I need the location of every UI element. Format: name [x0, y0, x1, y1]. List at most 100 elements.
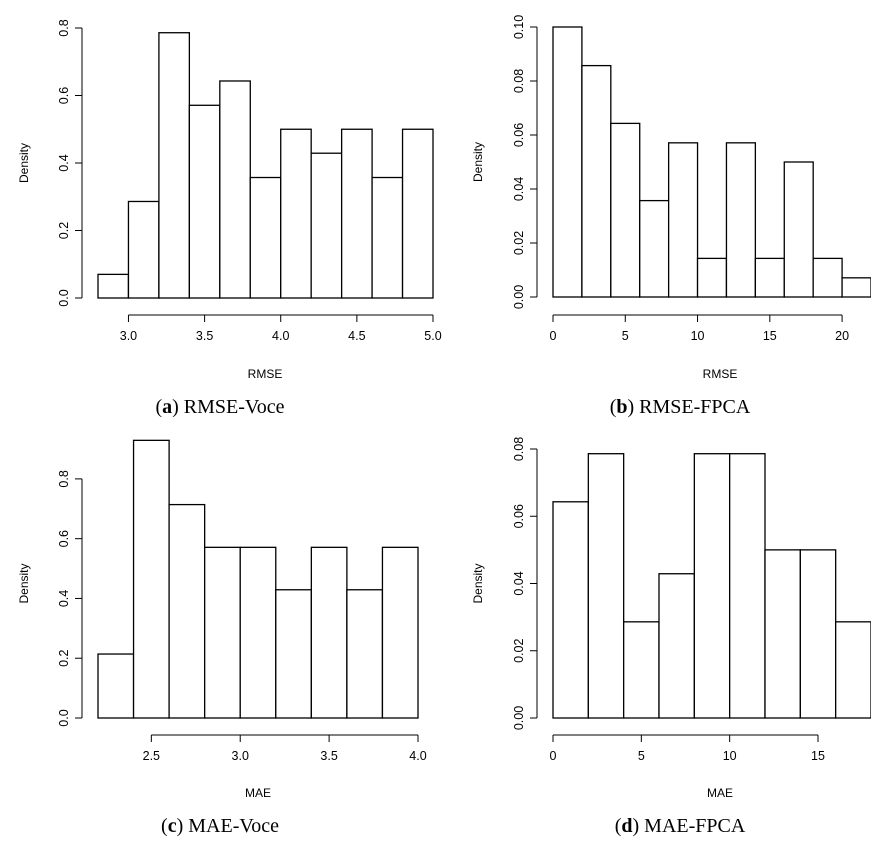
- histogram-bar: [127, 200, 160, 299]
- x-tick-label: 0: [550, 749, 557, 763]
- y-tick-label: 0.02: [512, 639, 526, 663]
- caption-close-paren: ): [627, 396, 639, 418]
- histogram-bar: [799, 549, 837, 719]
- histogram-bar: [667, 142, 699, 298]
- x-axis-title: MAE: [245, 786, 271, 800]
- x-tick-label: 5: [638, 749, 645, 763]
- y-axis-title: Density: [471, 563, 485, 603]
- histogram-bar: [764, 549, 801, 719]
- x-tick-label: 10: [691, 329, 705, 343]
- caption-text: MAE-FPCA: [644, 815, 746, 837]
- histogram-bar: [346, 589, 384, 719]
- y-tick-label: 0.08: [512, 437, 526, 461]
- histogram-bar: [280, 128, 312, 299]
- caption-text: RMSE-Voce: [184, 396, 285, 418]
- histogram-bar: [754, 257, 785, 298]
- caption-text: MAE-Voce: [188, 815, 279, 837]
- y-tick-label: 0.6: [57, 530, 71, 547]
- histogram-bar: [696, 257, 728, 298]
- y-tick-label: 0.6: [57, 87, 71, 104]
- histogram-bar: [581, 64, 612, 298]
- histogram-bar: [97, 653, 135, 719]
- x-tick-label: 3.5: [196, 329, 213, 343]
- subfigure-caption: (c) MAE-Voce: [161, 815, 279, 837]
- y-tick-label: 0.2: [57, 649, 71, 666]
- caption-letter: a: [162, 396, 172, 418]
- histogram-bar: [693, 453, 731, 719]
- histogram-bar: [552, 26, 583, 298]
- histogram-bar: [310, 152, 343, 299]
- y-tick-label: 0.00: [512, 285, 526, 309]
- x-tick-label: 4.5: [348, 329, 365, 343]
- caption-close-paren: ): [172, 396, 184, 418]
- y-axis-title: Density: [17, 143, 31, 183]
- histogram-bar: [610, 122, 641, 298]
- histogram-bar: [401, 128, 434, 299]
- x-tick-label: 0: [550, 329, 557, 343]
- subfigure-caption: (a) RMSE-Voce: [155, 396, 284, 418]
- histogram-bar: [219, 80, 251, 299]
- y-tick-label: 0.08: [512, 69, 526, 93]
- chart-panel-c: 0.0 0.2 0.4 0.6 0.8 2.5 3.0 3.5 4.0 MAE Density (c)…: [17, 439, 427, 837]
- y-tick-label: 0.4: [57, 154, 71, 171]
- y-tick-label: 0.06: [512, 504, 526, 528]
- histogram-bar: [340, 128, 373, 299]
- histogram-bar: [249, 176, 282, 299]
- y-tick-label: 0.04: [512, 177, 526, 201]
- y-axis-title: Density: [17, 563, 31, 603]
- x-tick-label: 15: [811, 749, 825, 763]
- histogram-bar: [812, 257, 843, 298]
- histogram-bar: [188, 104, 221, 299]
- histogram-bar: [587, 453, 625, 719]
- histogram-bar: [275, 589, 312, 719]
- y-tick-label: 0.06: [512, 123, 526, 147]
- x-axis-title: RMSE: [703, 367, 738, 381]
- x-tick-label: 4.0: [272, 329, 289, 343]
- histogram-bar: [168, 503, 206, 719]
- histogram-bar: [639, 199, 670, 298]
- y-tick-label: 0.2: [57, 222, 71, 239]
- histogram-bar: [841, 277, 871, 298]
- caption-close-paren: ): [177, 815, 189, 837]
- histogram-bar: [97, 273, 130, 299]
- x-tick-label: 3.0: [232, 749, 249, 763]
- caption-letter: b: [616, 396, 627, 418]
- y-axis-title: Density: [471, 142, 485, 182]
- y-tick-label: 0.10: [512, 15, 526, 39]
- caption-open-paren: (: [161, 815, 168, 837]
- y-tick-label: 0.8: [57, 470, 71, 487]
- caption-text: RMSE-FPCA: [639, 396, 751, 418]
- x-tick-label: 2.5: [143, 749, 160, 763]
- x-axis-title: RMSE: [248, 367, 283, 381]
- histogram-bar: [725, 142, 757, 298]
- x-tick-label: 10: [723, 749, 737, 763]
- x-tick-label: 4.0: [409, 749, 426, 763]
- y-tick-label: 0.00: [512, 706, 526, 730]
- histogram-bar: [310, 546, 348, 719]
- caption-open-paren: (: [615, 815, 622, 837]
- y-tick-label: 0.4: [57, 590, 71, 607]
- histogram-bar: [729, 453, 766, 719]
- histogram-bar: [204, 546, 241, 719]
- histogram-bar: [658, 573, 695, 719]
- histogram-bar: [381, 546, 419, 719]
- caption-letter: d: [621, 815, 632, 837]
- histogram-bar: [132, 439, 170, 719]
- histogram-bar: [783, 161, 814, 298]
- histogram-bar: [371, 176, 404, 299]
- subfigure-caption: (b) RMSE-FPCA: [610, 396, 751, 418]
- x-tick-label: 3.0: [120, 329, 137, 343]
- x-tick-label: 5.0: [424, 329, 441, 343]
- caption-open-paren: (: [610, 396, 617, 418]
- chart-panel-a: 0.0 0.2 0.4 0.6 0.8 3.0 3.5 4.0 4.5 5.0 RMSE Densit…: [17, 19, 442, 418]
- y-tick-label: 0.8: [57, 19, 71, 36]
- x-axis-title: MAE: [707, 786, 733, 800]
- y-tick-label: 0.02: [512, 231, 526, 255]
- x-tick-label: 3.5: [320, 749, 337, 763]
- caption-letter: c: [168, 815, 177, 837]
- y-tick-label: 0.0: [57, 709, 71, 726]
- x-tick-label: 20: [835, 329, 849, 343]
- x-tick-label: 5: [622, 329, 629, 343]
- caption-close-paren: ): [632, 815, 644, 837]
